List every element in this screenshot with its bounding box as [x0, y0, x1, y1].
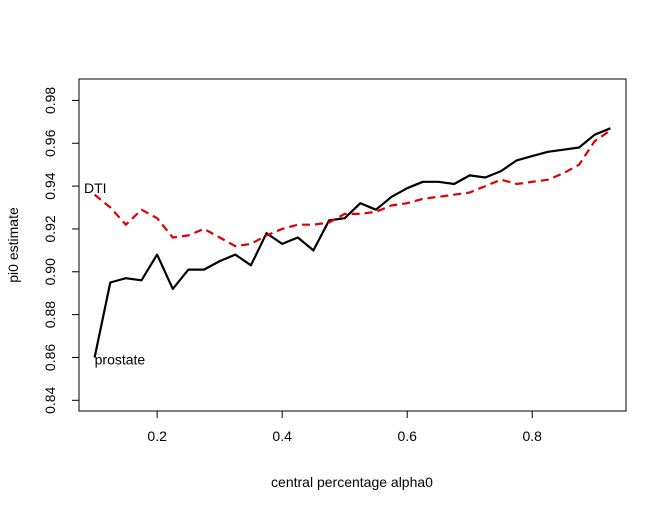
y-tick-label: 0.96 [42, 129, 58, 156]
x-tick-label: 0.8 [522, 428, 542, 444]
y-tick-label: 0.98 [42, 87, 58, 114]
y-tick-label: 0.90 [42, 258, 58, 285]
y-tick-label: 0.92 [42, 215, 58, 242]
y-tick-label: 0.84 [42, 386, 58, 413]
annotation-layer: DTI prostate [84, 180, 145, 367]
y-axis: 0.84 0.86 0.88 0.90 0.92 0.94 0.96 0.98 [42, 87, 79, 414]
annotation-label: prostate [95, 352, 146, 368]
series-line-prostate [93, 127, 611, 358]
x-tick-label: 0.4 [272, 428, 292, 444]
annotation-label: DTI [84, 180, 107, 196]
y-axis-label: pi0 estimate [5, 207, 21, 283]
y-tick-label: 0.86 [42, 344, 58, 371]
y-tick-label: 0.88 [42, 301, 58, 328]
plot-frame [78, 78, 627, 412]
x-axis: 0.2 0.4 0.6 0.8 [147, 411, 542, 444]
y-tick-label: 0.94 [42, 172, 58, 199]
series-layer [93, 127, 612, 358]
x-tick-label: 0.6 [397, 428, 417, 444]
x-tick-label: 0.2 [147, 428, 167, 444]
x-axis-label: central percentage alpha0 [271, 474, 433, 490]
series-line-dti [93, 129, 612, 248]
